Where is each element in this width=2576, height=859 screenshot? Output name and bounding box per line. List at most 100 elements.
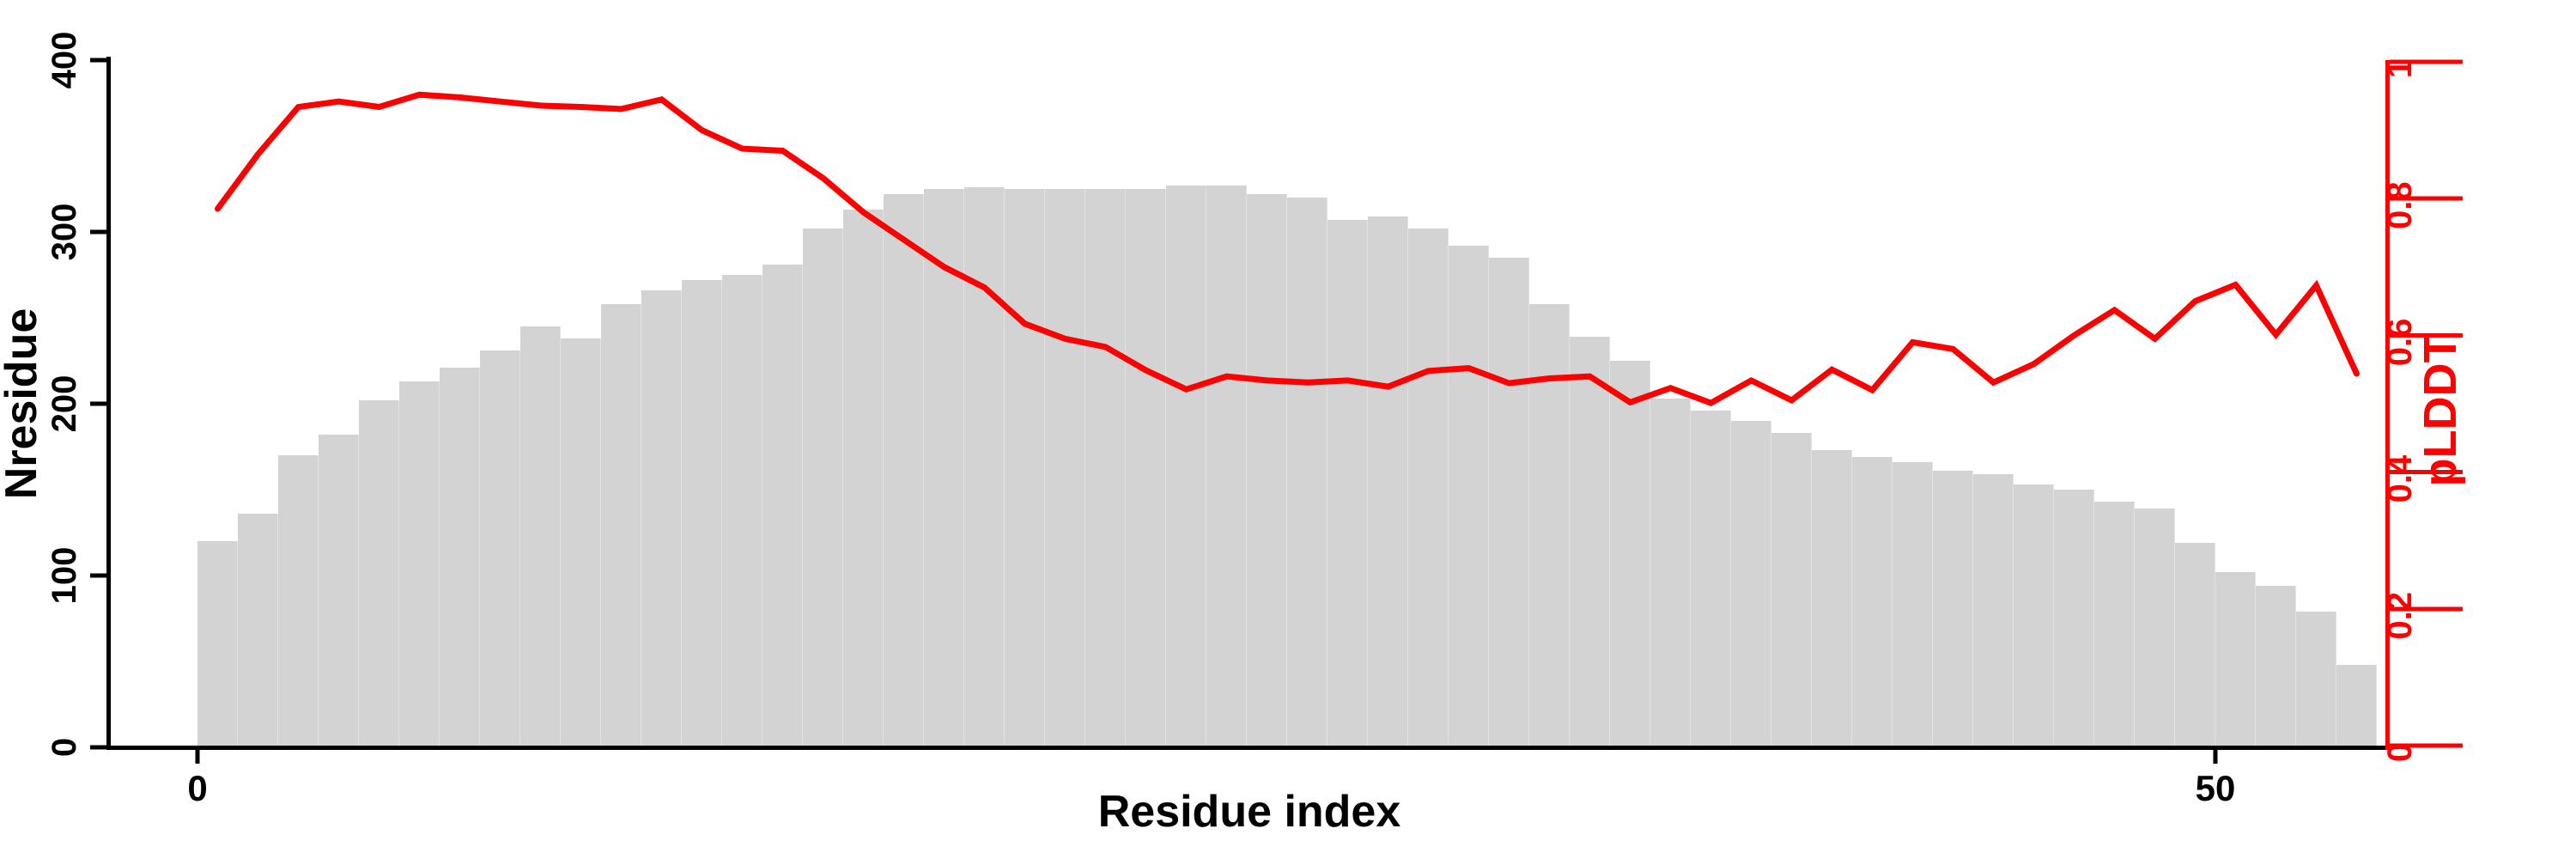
bar-seam xyxy=(1407,216,1408,747)
bar-residue-4 xyxy=(359,400,399,747)
bar-residue-38 xyxy=(1731,421,1771,747)
x-tick xyxy=(2213,750,2218,764)
bar-residue-35 xyxy=(1610,361,1650,747)
bar-seam xyxy=(318,455,319,747)
bar-residue-29 xyxy=(1368,216,1408,747)
bar-residue-24 xyxy=(1166,186,1206,747)
bar-seam xyxy=(1730,411,1731,747)
bar-residue-15 xyxy=(803,228,843,747)
bar-residue-43 xyxy=(1933,471,1973,747)
right-tick xyxy=(2390,606,2463,612)
bar-residue-16 xyxy=(843,210,884,747)
bar-residue-37 xyxy=(1691,411,1731,747)
right-tick xyxy=(2390,743,2463,748)
bar-seam xyxy=(479,368,480,747)
bar-residue-39 xyxy=(1771,433,1812,747)
bar-seam xyxy=(721,280,722,747)
bar-residue-41 xyxy=(1852,457,1893,747)
bar-seam xyxy=(600,338,601,747)
left-tick xyxy=(90,745,106,750)
bar-residue-51 xyxy=(2256,586,2296,747)
nresidue-bars xyxy=(197,186,2377,747)
bar-seam xyxy=(883,210,884,747)
left-tick-label: 200 xyxy=(46,375,83,433)
bar-seam xyxy=(439,381,440,747)
bar-residue-11 xyxy=(641,290,682,747)
bar-residue-36 xyxy=(1650,399,1691,747)
right-tick-label: 0.6 xyxy=(2381,319,2419,367)
bar-residue-53 xyxy=(2336,665,2377,747)
bar-seam xyxy=(1125,189,1126,747)
bar-seam xyxy=(1246,186,1247,747)
bar-residue-18 xyxy=(924,189,964,747)
bottom-axis-spine xyxy=(106,746,2390,750)
bar-residue-5 xyxy=(399,381,440,747)
left-tick-label: 0 xyxy=(46,738,83,757)
bar-residue-28 xyxy=(1327,220,1368,747)
bar-seam xyxy=(358,435,359,747)
bar-seam xyxy=(1811,433,1812,747)
bar-residue-0 xyxy=(197,541,238,747)
bar-residue-30 xyxy=(1408,228,1449,747)
bar-residue-9 xyxy=(561,338,601,747)
bar-seam xyxy=(963,189,964,747)
left-tick xyxy=(90,229,106,235)
bar-residue-3 xyxy=(319,435,359,747)
right-tick-label: 0.4 xyxy=(2381,454,2419,503)
bar-residue-45 xyxy=(2014,484,2054,747)
bar-residue-1 xyxy=(238,514,278,747)
bar-seam xyxy=(2053,484,2054,747)
bar-seam xyxy=(2093,490,2094,747)
bar-seam xyxy=(519,350,520,747)
bar-seam xyxy=(277,514,278,747)
bar-seam xyxy=(1367,220,1368,747)
bar-residue-21 xyxy=(1045,189,1085,747)
left-tick-label: 400 xyxy=(46,32,83,89)
bar-seam xyxy=(1690,399,1691,747)
bar-residue-44 xyxy=(1973,474,2014,747)
bar-residue-20 xyxy=(1005,189,1045,747)
left-tick xyxy=(90,573,106,578)
right-tick-label: 0.8 xyxy=(2381,181,2419,229)
bar-seam xyxy=(1649,361,1650,747)
bar-residue-8 xyxy=(520,326,561,747)
bar-seam xyxy=(1528,258,1529,747)
bar-seam xyxy=(681,290,682,747)
bar-seam xyxy=(1286,194,1287,747)
right-tick xyxy=(2390,196,2463,201)
tick-labels: 0 100 200 300 400 0 50 0 0.2 0.4 0.6 0.8 1 xyxy=(46,32,2419,808)
bar-seam xyxy=(1044,189,1045,747)
bar-seam xyxy=(2013,474,2014,747)
bar-residue-32 xyxy=(1489,258,1529,747)
bar-seam xyxy=(1972,471,1973,747)
left-tick-label: 100 xyxy=(46,547,83,605)
x-tick xyxy=(195,750,200,764)
plddt-line-path xyxy=(215,91,2360,407)
bar-residue-14 xyxy=(762,265,803,747)
bar-residue-17 xyxy=(884,194,924,747)
bar-seam xyxy=(1165,189,1166,747)
bar-seam xyxy=(1932,462,1933,747)
right-axis-spine xyxy=(2385,60,2390,750)
bar-residue-33 xyxy=(1529,304,1570,747)
y-axis-label-right: pLDDT xyxy=(2415,335,2466,487)
left-tick xyxy=(90,401,106,406)
right-tick xyxy=(2390,59,2463,64)
x-axis-label: Residue index xyxy=(1098,787,1401,837)
bar-residue-42 xyxy=(1893,462,1933,747)
bar-residue-31 xyxy=(1449,246,1489,747)
bar-seam xyxy=(398,400,399,747)
bar-seam xyxy=(1609,337,1610,747)
bar-residue-48 xyxy=(2135,509,2175,747)
bar-residue-13 xyxy=(722,275,762,747)
right-tick-label: 0.2 xyxy=(2381,592,2419,640)
bar-residue-52 xyxy=(2296,612,2336,747)
bar-residue-46 xyxy=(2054,490,2094,747)
bar-residue-27 xyxy=(1287,198,1327,747)
bar-seam xyxy=(2255,572,2256,747)
x-tick-label: 0 xyxy=(187,768,207,808)
right-tick-label: 1 xyxy=(2381,59,2419,78)
bar-residue-50 xyxy=(2215,572,2256,747)
